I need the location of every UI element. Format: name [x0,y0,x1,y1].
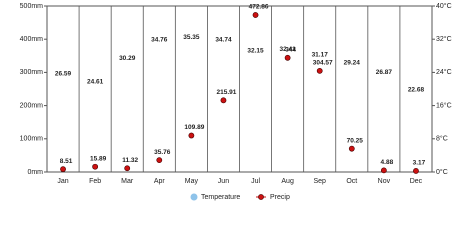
legend-label: Precip [270,194,290,201]
precip-point [252,12,259,18]
temperature-label: 34.74 [215,37,232,44]
y-tick-label: 300mm [20,69,44,76]
precip-label: 472.86 [249,4,269,11]
legend-label: Temperature [201,194,240,201]
precip-point [380,167,387,174]
precip-label: 3.17 [413,160,426,167]
y-tick-label: 500mm [20,3,44,10]
temperature-label: 30.29 [119,55,136,62]
y-tick-label: 0mm [27,169,43,176]
precip-point [92,163,99,170]
temperature-label: 34.76 [151,36,168,43]
x-tick-label: Sep [313,178,326,185]
y-tick-label: 200mm [20,102,44,109]
precip-point [413,168,419,174]
precip-label: 4.88 [381,159,394,166]
y2-tick-label: 40°C [436,2,452,10]
temperature-label: 22.68 [408,87,425,94]
precip-point [316,67,323,74]
precip-point [156,157,163,164]
temperature-label: 26.59 [55,70,72,77]
x-tick-label: May [185,178,199,185]
x-tick-label: Dec [410,178,423,185]
y-tick-label: 100mm [20,136,44,143]
precip-label: 15.89 [90,155,107,162]
temperature-label: 29.24 [344,59,361,66]
precip-point [348,145,355,152]
y2-tick-label: 16°C [436,101,452,109]
x-tick-label: Jul [251,178,260,185]
precip-point [220,97,227,104]
x-tick-label: Jan [57,178,68,185]
precip-point [60,166,66,173]
precip-point [284,54,291,61]
temperature-label: 32.15 [247,47,264,54]
precip-label: 109.89 [184,124,204,131]
y2-tick-label: 24°C [436,68,452,76]
precip-point [124,165,131,172]
temperature-label: 32.41 [279,46,296,53]
y2-tick-label: 32°C [436,35,452,43]
chart: 0mm 100mm 200mm 300mm 400mm 500mm 0°C 8°C 16°C 24… [20,2,452,201]
y-tick-label: 400mm [20,36,44,43]
legend-swatch [190,193,198,201]
precip-point [188,132,195,139]
y2-tick-label: 0°C [436,168,448,176]
precip-label: 35.76 [154,149,171,156]
precip-label: 11.32 [122,157,138,164]
x-tick-label: Aug [281,178,294,185]
precip-label: 344 [285,47,296,54]
legend-swatch [258,194,264,200]
temperature-label: 24.61 [87,79,104,86]
x-tick-label: Jun [218,178,229,185]
temperature-label: 26.87 [376,69,393,76]
precip-label: 304.57 [313,60,333,67]
precip-label: 70.25 [347,137,364,144]
y2-tick-label: 8°C [436,135,448,143]
x-tick-label: Apr [154,178,166,185]
x-tick-label: Nov [378,178,391,185]
precip-label: 215.91 [217,89,237,96]
temperature-label: 35.35 [183,34,200,41]
x-tick-label: Mar [121,178,134,185]
temperature-label: 31.17 [312,51,329,58]
x-tick-label: Oct [346,178,357,185]
precip-label: 8.51 [60,158,73,165]
x-tick-label: Feb [89,178,101,185]
